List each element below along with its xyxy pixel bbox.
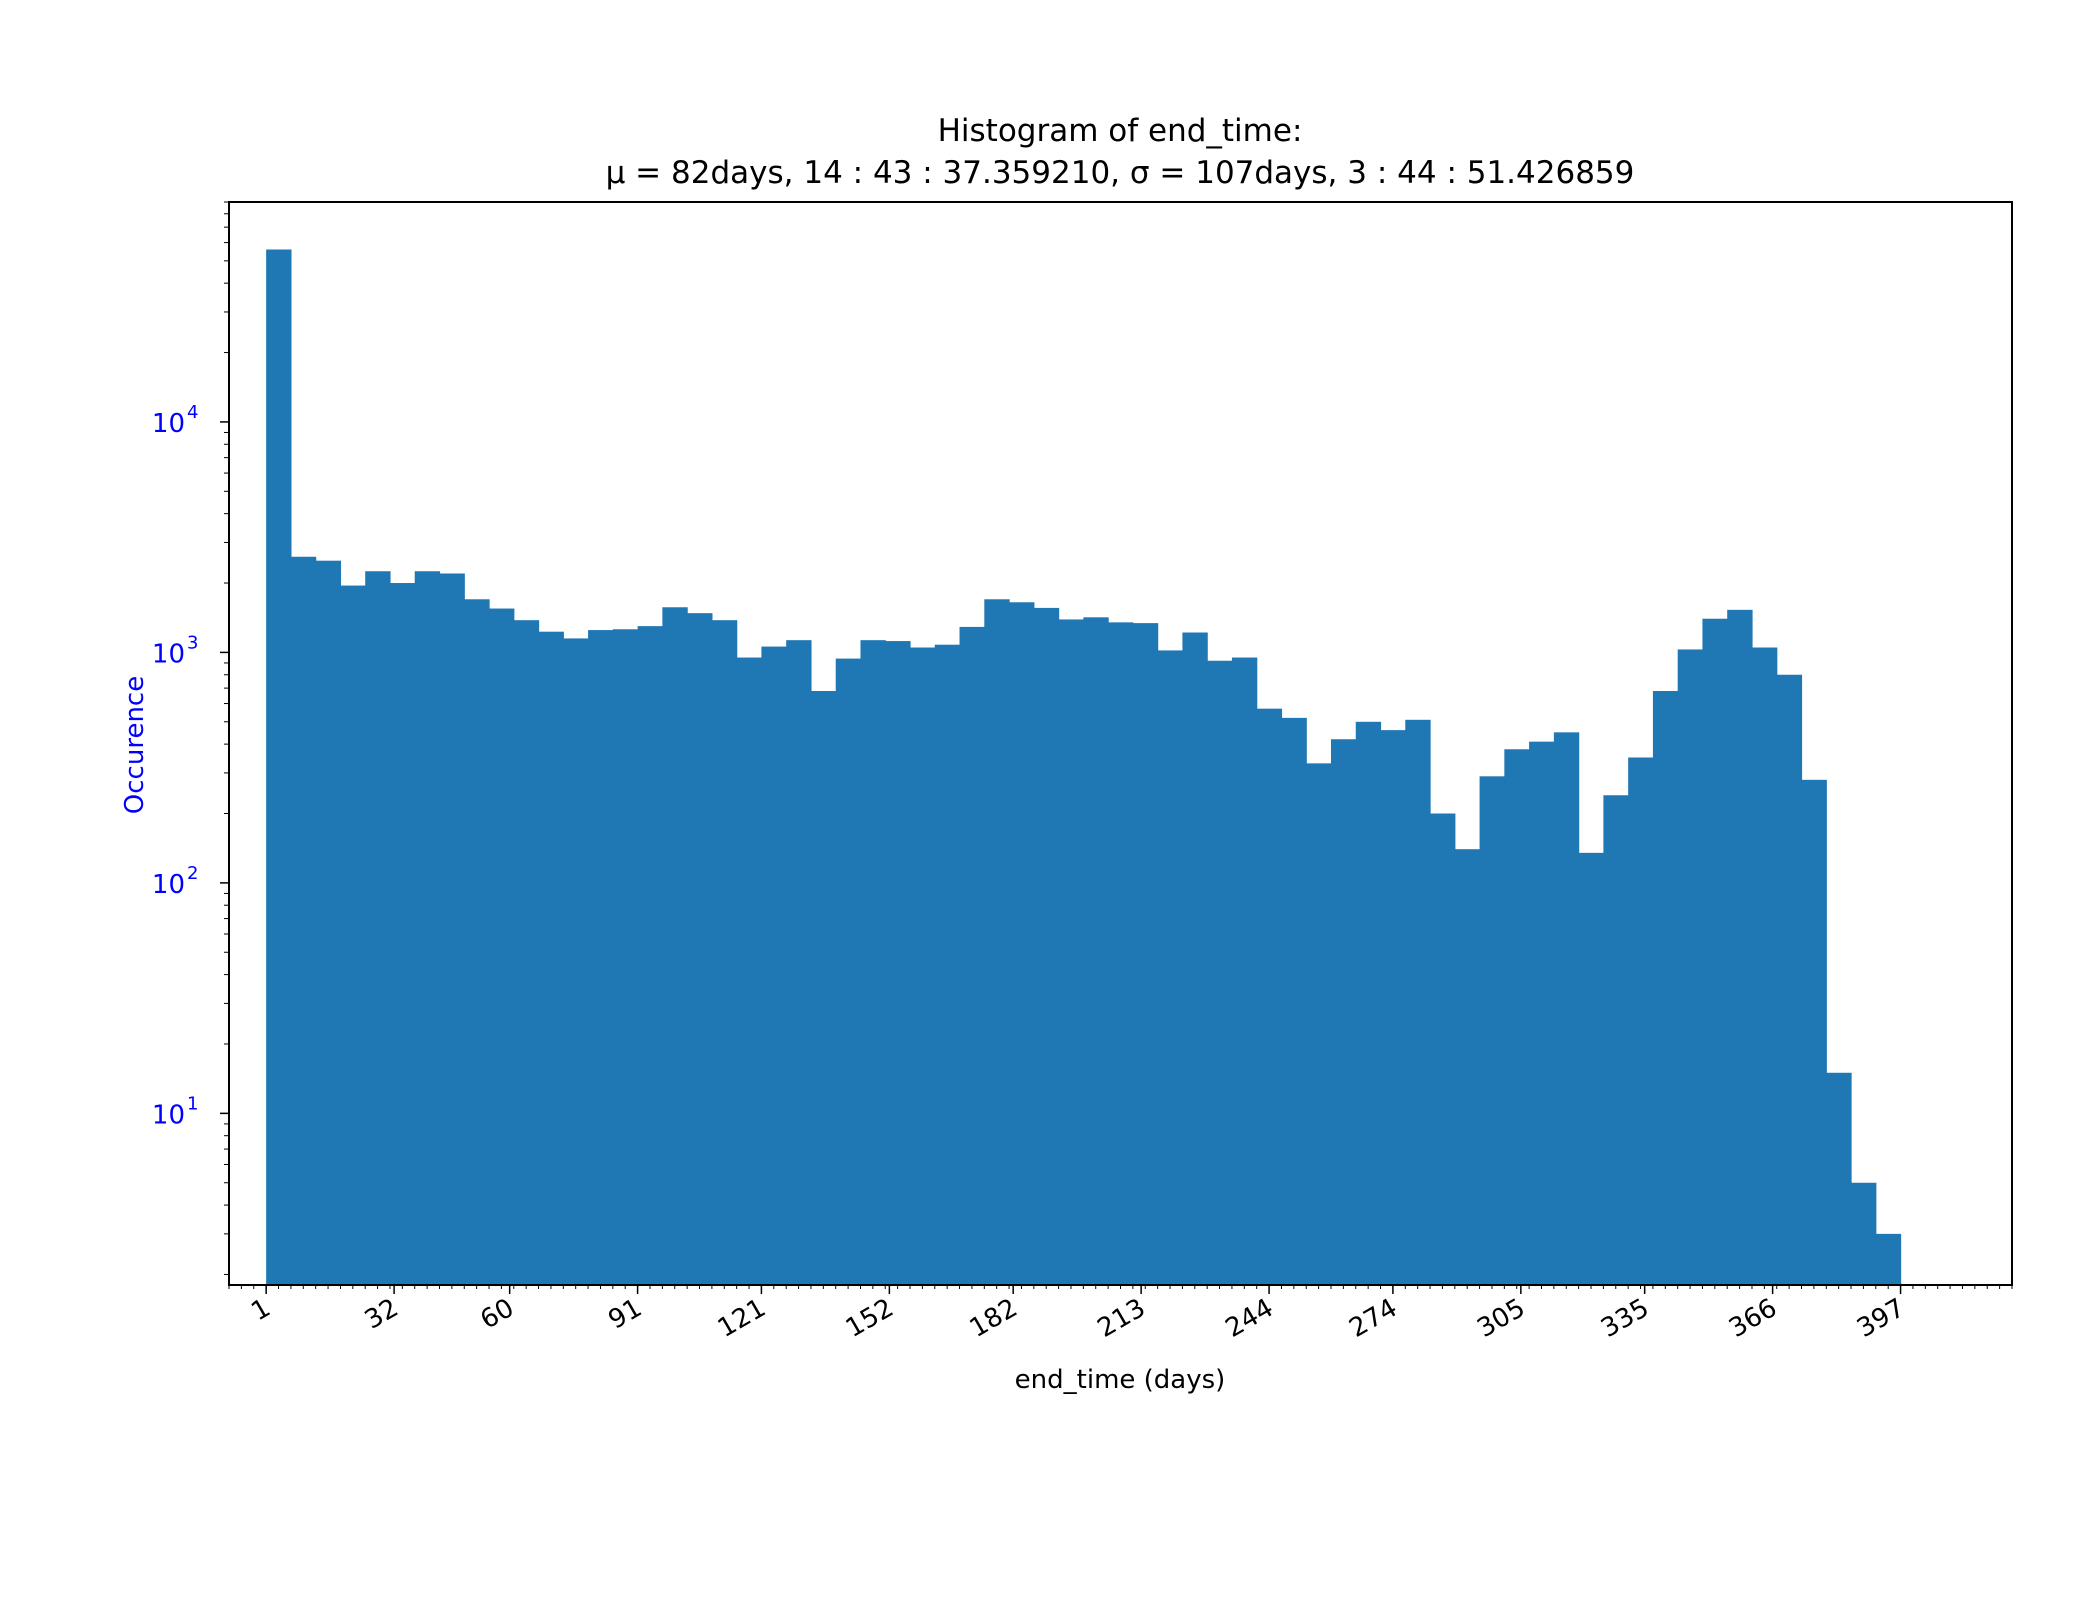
histogram-bar <box>1751 647 1778 1285</box>
histogram-bar <box>934 644 961 1285</box>
histogram-bar <box>1454 849 1481 1285</box>
histogram-bar <box>315 560 342 1285</box>
chart-title: Histogram of end_time: <box>938 113 1303 149</box>
histogram-bar <box>736 657 763 1285</box>
histogram-bar <box>1603 795 1629 1285</box>
y-tick-label: 10 <box>152 639 185 669</box>
x-tick-label: 121 <box>713 1293 771 1344</box>
histogram-bar <box>1504 749 1530 1285</box>
histogram-bar <box>1578 852 1604 1285</box>
histogram-bar <box>439 573 465 1285</box>
histogram-bar <box>1677 649 1704 1285</box>
y-tick-label: 10 <box>152 1100 185 1130</box>
histogram-bar <box>1826 1072 1852 1285</box>
y-tick-label: 10 <box>152 409 185 439</box>
histogram-bar <box>1355 721 1382 1285</box>
chart-subtitle: μ = 82days, 14 : 43 : 37.359210, σ = 107… <box>606 155 1635 191</box>
histogram-bar <box>885 641 911 1285</box>
y-tick-exponent: 4 <box>187 402 198 423</box>
histogram-bar <box>910 647 936 1285</box>
y-tick-exponent: 1 <box>187 1093 198 1114</box>
histogram-bar <box>1479 776 1505 1285</box>
x-tick-label: 91 <box>603 1293 647 1336</box>
histogram-bar <box>1851 1182 1877 1285</box>
histogram-bar <box>1207 660 1233 1285</box>
histogram-bar <box>1058 619 1084 1285</box>
histogram-bar <box>1801 779 1827 1285</box>
histogram-bar <box>1727 609 1753 1285</box>
y-tick-exponent: 2 <box>187 863 198 884</box>
histogram-bar <box>1231 657 1258 1285</box>
histogram-bar <box>1776 674 1803 1285</box>
histogram-bar <box>513 620 540 1285</box>
x-tick-label: 32 <box>360 1293 404 1336</box>
histogram-bar <box>1157 650 1184 1285</box>
histogram-bar <box>1281 717 1307 1285</box>
histogram-bar <box>1405 719 1431 1285</box>
histogram-bar <box>959 626 985 1285</box>
histogram-bar <box>1132 623 1159 1285</box>
plot-frame <box>228 201 2013 1286</box>
x-tick-label: 182 <box>965 1293 1023 1344</box>
histogram-bar <box>1256 708 1283 1285</box>
histogram-bar <box>612 629 639 1285</box>
histogram-bar <box>1330 739 1357 1285</box>
histogram-bar <box>1009 602 1035 1285</box>
histogram-bar <box>1306 763 1332 1285</box>
histogram-bar <box>340 585 366 1285</box>
histogram-bar <box>810 691 837 1285</box>
histogram-bar <box>1380 730 1406 1285</box>
histogram-bar <box>662 607 688 1285</box>
histogram-bar <box>1652 691 1679 1285</box>
histogram-bar <box>1628 757 1654 1285</box>
histogram-bar <box>563 638 589 1285</box>
y-axis-label: Occurence <box>120 676 150 814</box>
histogram-bars <box>266 249 1902 1286</box>
histogram-bar <box>1033 607 1060 1285</box>
x-tick-label: 213 <box>1093 1293 1151 1344</box>
histogram-bar <box>414 571 441 1285</box>
histogram-bar <box>1702 618 1728 1285</box>
histogram-bar <box>389 583 416 1285</box>
histogram-bar <box>984 599 1010 1285</box>
histogram-bar <box>464 599 490 1285</box>
x-axis-label: end_time (days) <box>1015 1365 1226 1395</box>
x-tick-label: 335 <box>1596 1293 1654 1344</box>
y-tick-exponent: 3 <box>187 632 198 653</box>
histogram-bar <box>266 249 292 1286</box>
x-tick-label: 152 <box>841 1293 899 1344</box>
x-tick-label: 397 <box>1852 1293 1910 1344</box>
x-axis-ticks: 1 32 60 91 121 152 182 213 244 274 305 335 366 397 <box>246 1285 1910 1344</box>
histogram-bar <box>489 608 515 1285</box>
histogram-bar <box>786 640 812 1285</box>
x-tick-label: 60 <box>475 1293 519 1336</box>
histogram-bar <box>835 658 862 1285</box>
histogram-bar <box>365 571 391 1285</box>
histogram-bar <box>588 630 614 1285</box>
y-tick-label: 10 <box>152 870 185 900</box>
x-tick-label: 244 <box>1221 1293 1279 1344</box>
histogram-bar <box>1529 741 1555 1285</box>
histogram-bar <box>290 556 317 1285</box>
x-tick-label: 366 <box>1724 1293 1782 1344</box>
histogram-bar <box>687 613 713 1285</box>
histogram-bar <box>711 620 738 1285</box>
histogram-bar <box>637 626 663 1285</box>
histogram-bar <box>1430 813 1456 1285</box>
x-tick-label: 274 <box>1344 1293 1402 1344</box>
histogram-bar <box>1108 622 1134 1285</box>
histogram-bar <box>860 640 886 1285</box>
x-tick-label: 1 <box>246 1293 275 1327</box>
histogram-bar <box>1875 1233 1902 1285</box>
histogram-bar <box>761 646 787 1285</box>
histogram-bar <box>1182 632 1208 1285</box>
histogram-bar <box>1553 732 1580 1285</box>
histogram-bar <box>538 631 564 1285</box>
histogram-bar <box>1083 617 1109 1285</box>
x-tick-label: 305 <box>1472 1293 1530 1344</box>
